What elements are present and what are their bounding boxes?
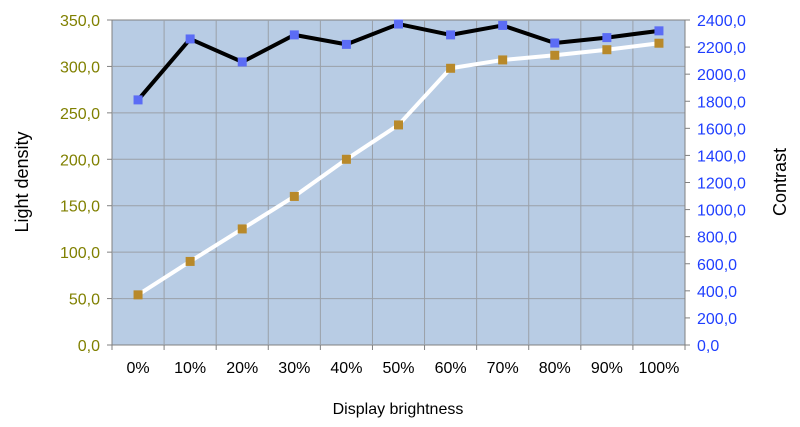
- series-1-marker: [654, 38, 664, 48]
- series-1-marker: [341, 154, 351, 164]
- x-tick-label: 0%: [126, 360, 149, 377]
- x-tick-label: 100%: [638, 360, 679, 377]
- y-right-tick-label: 1600,0: [697, 121, 746, 138]
- series-layer: [133, 19, 664, 300]
- series-1-marker: [394, 120, 403, 130]
- y-right-tick-label: 1800,0: [697, 94, 746, 111]
- y-right-tick-label: 1200,0: [697, 176, 746, 193]
- series-2-marker: [133, 95, 143, 105]
- series-1-marker: [133, 290, 143, 300]
- y-left-tick-label: 200,0: [60, 152, 100, 169]
- y-axis-label-left: Light density: [12, 131, 32, 232]
- x-tick-label: 50%: [382, 360, 414, 377]
- x-tick-label: 20%: [226, 360, 258, 377]
- y-right-tick-label: 2000,0: [697, 67, 746, 84]
- x-tick-label: 80%: [539, 360, 571, 377]
- axes: [107, 19, 690, 350]
- series-2-marker: [498, 20, 508, 30]
- x-tick-label: 60%: [435, 360, 467, 377]
- y-left-tick-label: 100,0: [60, 245, 100, 262]
- series-2-marker: [185, 34, 195, 44]
- y-right-tick-label: 1000,0: [697, 203, 746, 220]
- y-left-tick-label: 350,0: [60, 13, 100, 30]
- x-tick-label: 70%: [487, 360, 519, 377]
- series-1-marker: [185, 256, 195, 266]
- y-axis-label-right: Contrast: [770, 148, 790, 216]
- x-tick-label: 30%: [278, 360, 310, 377]
- series-1-marker: [498, 55, 508, 65]
- series-2-marker: [550, 38, 560, 48]
- y-right-tick-label: 0,0: [697, 338, 719, 355]
- x-tick-label: 40%: [330, 360, 362, 377]
- y-right-tick-label: 800,0: [697, 230, 737, 247]
- y-left-tick-label: 150,0: [60, 199, 100, 216]
- series-1-marker: [602, 45, 612, 55]
- plot-area: [111, 19, 686, 346]
- series-2-marker: [394, 19, 403, 29]
- series-2-marker: [446, 30, 456, 40]
- y-right-tick-label: 2200,0: [697, 40, 746, 57]
- series-1-marker: [446, 63, 456, 73]
- series-2-marker: [341, 39, 351, 49]
- series-1-marker: [237, 224, 247, 234]
- y-right-tick-label: 2400,0: [697, 13, 746, 30]
- series-2-marker: [602, 33, 612, 43]
- y-right-tick-label: 600,0: [697, 257, 737, 274]
- y-left-tick-label: 300,0: [60, 59, 100, 76]
- x-tick-label: 90%: [591, 360, 623, 377]
- series-2-marker: [237, 57, 247, 67]
- y-right-tick-label: 200,0: [697, 311, 737, 328]
- series-1-marker: [289, 191, 299, 201]
- y-right-tick-label: 1400,0: [697, 148, 746, 165]
- series-1-marker: [550, 50, 560, 60]
- series-2-marker: [654, 26, 664, 36]
- series-2-marker: [289, 30, 299, 40]
- x-tick-label: 10%: [174, 360, 206, 377]
- y-left-tick-label: 50,0: [69, 292, 100, 309]
- x-axis-label: Display brightness: [333, 401, 464, 418]
- y-right-tick-label: 400,0: [697, 284, 737, 301]
- y-left-tick-label: 0,0: [78, 338, 100, 355]
- tick-labels: 0,0 50,0 100,0 150,0 200,0 250,0 300,0 350,0 0,0…: [60, 13, 746, 377]
- y-left-tick-label: 250,0: [60, 106, 100, 123]
